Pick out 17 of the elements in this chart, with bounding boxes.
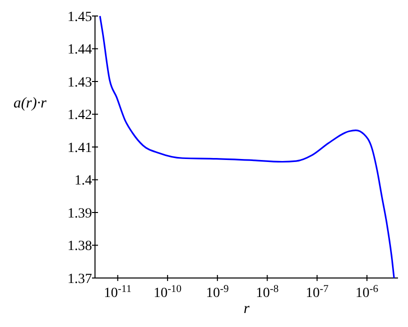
x-tick-label: 10$^{-7}$ bbox=[306, 284, 328, 301]
y-tick-label: 1.39 bbox=[68, 206, 92, 222]
y-tick-label: 1.44 bbox=[68, 42, 92, 58]
y-tick-label: 1.45 bbox=[68, 10, 92, 25]
y-tick-label: 1.38 bbox=[68, 239, 92, 254]
x-tick-label: 10$^{-8}$ bbox=[256, 284, 279, 301]
x-tick-label: 10$^{-11}$ bbox=[104, 284, 132, 301]
y-tick-label: 1.42 bbox=[68, 108, 92, 124]
x-tick-label: 10$^{-6}$ bbox=[356, 284, 378, 301]
x-tick-label: 10$^{-9}$ bbox=[206, 284, 229, 301]
y-tick-label: 1.43 bbox=[68, 75, 92, 90]
x-axis-title: r bbox=[244, 301, 250, 317]
x-tick-label: 10$^{-10}$ bbox=[154, 284, 182, 301]
y-tick-label: 1.4 bbox=[74, 174, 92, 189]
y-axis-title: a(r)·r bbox=[14, 95, 47, 112]
y-tick-label: 1.37 bbox=[68, 272, 92, 287]
y-tick-label: 1.41 bbox=[68, 140, 92, 156]
